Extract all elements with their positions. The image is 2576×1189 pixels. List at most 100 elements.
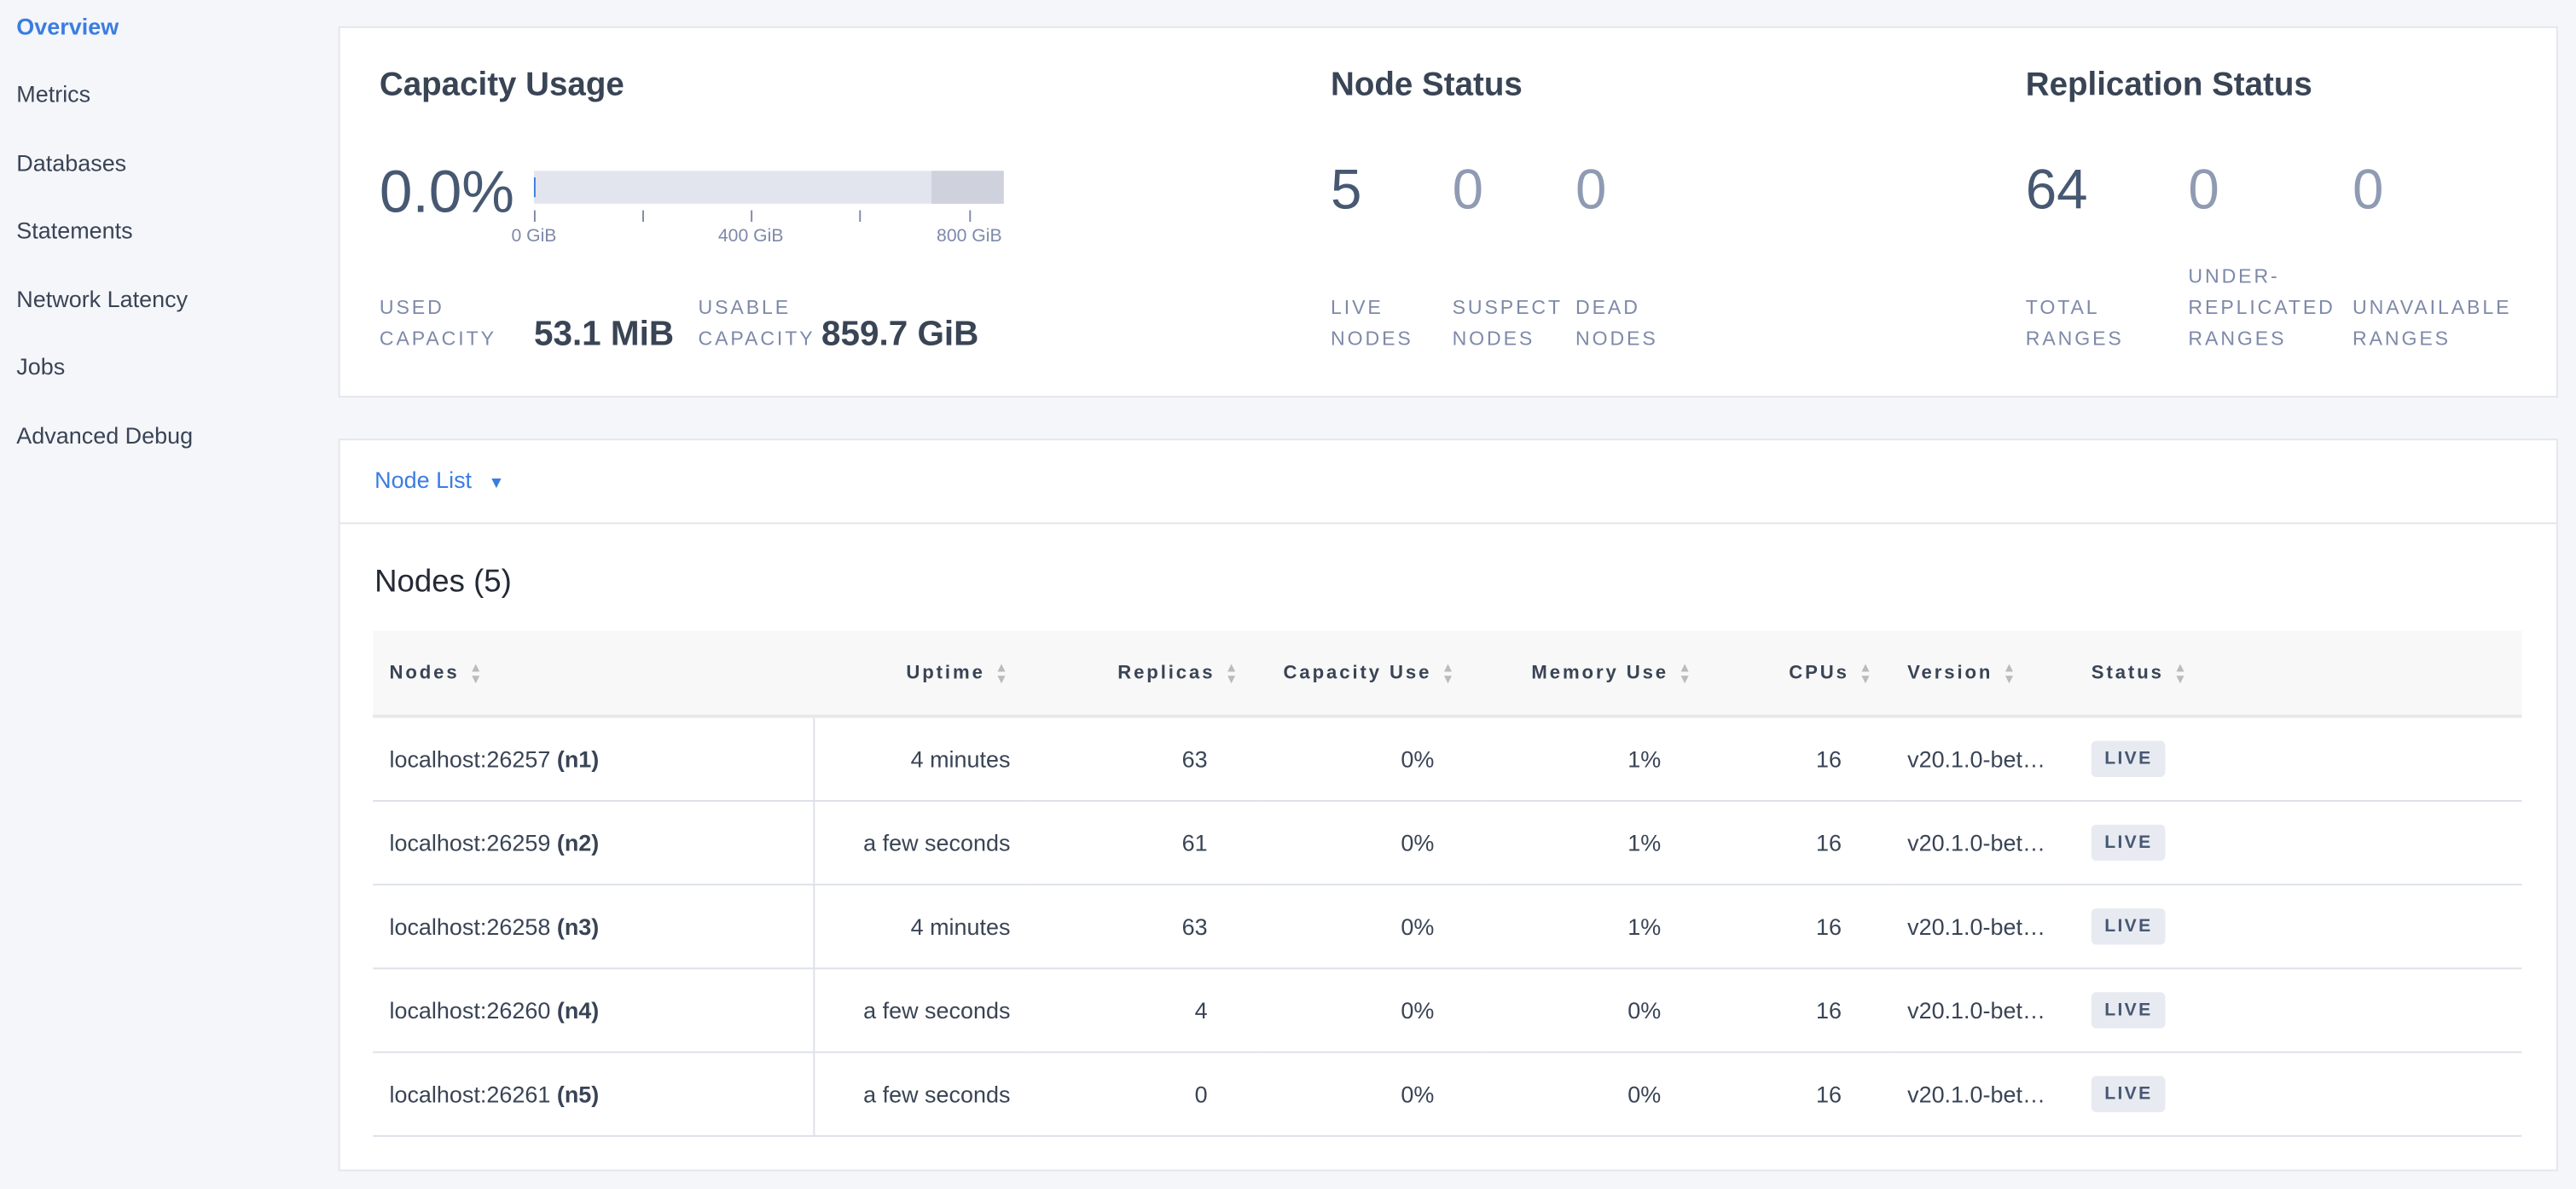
table-row: localhost:26261 (n5) a few seconds 0 0% … <box>373 1052 2522 1137</box>
caret-down-icon: ▼ <box>488 474 505 493</box>
usable-capacity-value: 859.7 GiB <box>821 315 979 354</box>
suspect-nodes-count: 0 <box>1452 159 1484 223</box>
uptime-cell: a few seconds <box>813 968 1027 1053</box>
sort-icon: ▲ ▼ <box>2173 659 2190 687</box>
sidebar-item-jobs[interactable]: Jobs <box>16 353 66 380</box>
capacity-percent: 0.0% <box>379 157 514 225</box>
used-capacity-label: Used Capacity <box>379 295 496 351</box>
cpus-cell: 16 <box>1709 800 1891 886</box>
column-header-status[interactable]: Status ▲ ▼ <box>2074 630 2522 718</box>
column-header-memory-use[interactable]: Memory Use ▲ ▼ <box>1483 630 1710 718</box>
uptime-cell: a few seconds <box>813 800 1027 886</box>
live-nodes-label: Live Nodes <box>1331 295 1413 351</box>
status-cell: LIVE <box>2074 884 2522 970</box>
memory-cell: 1% <box>1483 884 1710 970</box>
column-header-replicas[interactable]: Replicas ▲ ▼ <box>1026 630 1257 718</box>
unavailable-label: Unavailable Ranges <box>2353 295 2512 351</box>
node-cell[interactable]: localhost:26260 (n4) <box>373 968 815 1053</box>
status-badge: LIVE <box>2091 824 2166 861</box>
unavailable-count: 0 <box>2353 159 2384 223</box>
under-replicated-label: Under- Replicated Ranges <box>2188 264 2335 351</box>
status-badge: LIVE <box>2091 992 2166 1029</box>
node-cell[interactable]: localhost:26258 (n3) <box>373 884 815 970</box>
uptime-cell: 4 minutes <box>813 716 1027 802</box>
version-cell: v20.1.0-bet… <box>1890 884 2075 970</box>
status-badge: LIVE <box>2091 1076 2166 1112</box>
capacity-cell: 0% <box>1256 716 1484 802</box>
sidebar-item-databases[interactable]: Databases <box>16 149 127 177</box>
sidebar-item-metrics[interactable]: Metrics <box>16 80 91 107</box>
tick-label: 0 GiB <box>511 226 557 246</box>
tick-label: 400 GiB <box>717 226 784 246</box>
sort-icon: ▲ ▼ <box>469 659 485 687</box>
suspect-nodes-label: Suspect Nodes <box>1452 295 1563 351</box>
under-replicated-count: 0 <box>2188 159 2219 223</box>
sidebar-item-overview[interactable]: Overview <box>16 13 119 40</box>
capacity-cell: 0% <box>1256 1052 1484 1137</box>
uptime-cell: a few seconds <box>813 1052 1027 1137</box>
tick-label: 800 GiB <box>937 226 1002 246</box>
node-list-dropdown[interactable]: Node List ▼ <box>374 466 505 493</box>
total-ranges-label: Total Ranges <box>2025 295 2124 351</box>
used-capacity-value: 53.1 MiB <box>533 315 675 354</box>
dead-nodes-count: 0 <box>1575 159 1607 223</box>
version-cell: v20.1.0-bet… <box>1890 1052 2075 1137</box>
replicas-cell: 4 <box>1026 968 1257 1053</box>
status-cell: LIVE <box>2074 1052 2522 1137</box>
uptime-cell: 4 minutes <box>813 884 1027 970</box>
memory-cell: 0% <box>1483 1052 1710 1137</box>
replicas-cell: 63 <box>1026 716 1257 802</box>
node-list-header <box>338 438 2558 525</box>
sidebar-item-statements[interactable]: Statements <box>16 217 133 244</box>
status-badge: LIVE <box>2091 740 2166 777</box>
cpus-cell: 16 <box>1709 968 1891 1053</box>
node-cell[interactable]: localhost:26261 (n5) <box>373 1052 815 1137</box>
sort-icon: ▲ ▼ <box>2002 659 2019 687</box>
capacity-title: Capacity Usage <box>379 67 624 104</box>
table-row: localhost:26258 (n3) 4 minutes 63 0% 1% … <box>373 884 2522 970</box>
column-header-uptime[interactable]: Uptime ▲ ▼ <box>813 630 1027 718</box>
cpus-cell: 16 <box>1709 884 1891 970</box>
status-cell: LIVE <box>2074 800 2522 886</box>
capacity-bar <box>533 171 1004 204</box>
version-cell: v20.1.0-bet… <box>1890 968 2075 1053</box>
column-header-cpus[interactable]: CPUs ▲ ▼ <box>1709 630 1891 718</box>
replication-title: Replication Status <box>2025 67 2312 104</box>
replicas-cell: 0 <box>1026 1052 1257 1137</box>
node-cell[interactable]: localhost:26259 (n2) <box>373 800 815 886</box>
usable-capacity-label: Usable Capacity <box>698 295 815 351</box>
sort-icon: ▲ ▼ <box>1224 659 1241 687</box>
live-nodes-count: 5 <box>1331 159 1362 223</box>
node-status-title: Node Status <box>1331 67 1523 104</box>
column-header-nodes[interactable]: Nodes ▲ ▼ <box>373 630 814 718</box>
column-header-version[interactable]: Version ▲ ▼ <box>1890 630 2075 718</box>
nodes-title: Nodes (5) <box>374 565 512 600</box>
cpus-cell: 16 <box>1709 716 1891 802</box>
total-ranges-count: 64 <box>2025 159 2088 223</box>
status-badge: LIVE <box>2091 908 2166 945</box>
table-row: localhost:26259 (n2) a few seconds 61 0%… <box>373 800 2522 886</box>
memory-cell: 0% <box>1483 968 1710 1053</box>
column-header-capacity-use[interactable]: Capacity Use ▲ ▼ <box>1256 630 1484 718</box>
replicas-cell: 63 <box>1026 884 1257 970</box>
node-cell[interactable]: localhost:26257 (n1) <box>373 716 815 802</box>
cpus-cell: 16 <box>1709 1052 1891 1137</box>
sort-icon: ▲ ▼ <box>1678 659 1694 687</box>
nodes-table: Nodes ▲ ▼ Uptime ▲ ▼ Replicas ▲ ▼ Capacity Use… <box>373 630 2522 1137</box>
version-cell: v20.1.0-bet… <box>1890 800 2075 886</box>
sort-icon: ▲ ▼ <box>995 659 1011 687</box>
summary-card <box>338 26 2558 398</box>
capacity-cell: 0% <box>1256 968 1484 1053</box>
status-cell: LIVE <box>2074 968 2522 1053</box>
sidebar-item-network-latency[interactable]: Network Latency <box>16 286 189 312</box>
capacity-cell: 0% <box>1256 800 1484 886</box>
table-row: localhost:26260 (n4) a few seconds 4 0% … <box>373 968 2522 1053</box>
status-cell: LIVE <box>2074 716 2522 802</box>
sort-icon: ▲ ▼ <box>1441 659 1458 687</box>
sidebar-item-advanced-debug[interactable]: Advanced Debug <box>16 421 194 449</box>
memory-cell: 1% <box>1483 800 1710 886</box>
dead-nodes-label: Dead Nodes <box>1575 295 1658 351</box>
memory-cell: 1% <box>1483 716 1710 802</box>
capacity-cell: 0% <box>1256 884 1484 970</box>
sort-icon: ▲ ▼ <box>1859 659 1875 687</box>
